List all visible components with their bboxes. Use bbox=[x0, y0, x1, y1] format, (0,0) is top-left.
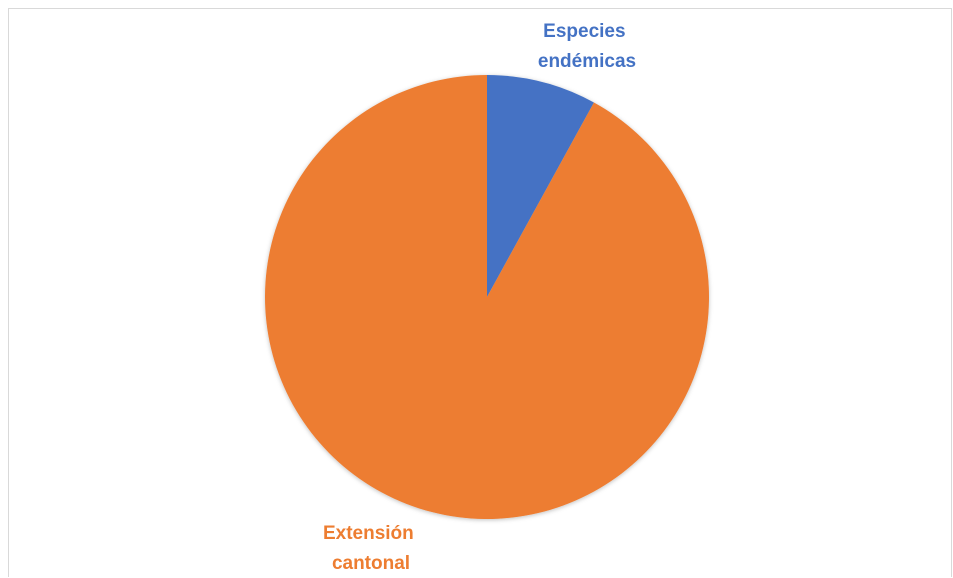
slice-label-line: endémicas bbox=[538, 51, 636, 72]
slice-label-line: Extensión bbox=[323, 523, 414, 544]
slice-label-extension-cantonal: Extensión cantonal bbox=[323, 523, 419, 574]
slice-label-line: Especies bbox=[543, 21, 625, 42]
pie-slices bbox=[265, 75, 710, 520]
slice-label-especies-endemicas: Especies endémicas bbox=[538, 21, 636, 72]
slice-label-line: cantonal bbox=[332, 553, 410, 574]
pie-slice-0 bbox=[487, 75, 594, 297]
pie-slice-1 bbox=[265, 75, 710, 520]
